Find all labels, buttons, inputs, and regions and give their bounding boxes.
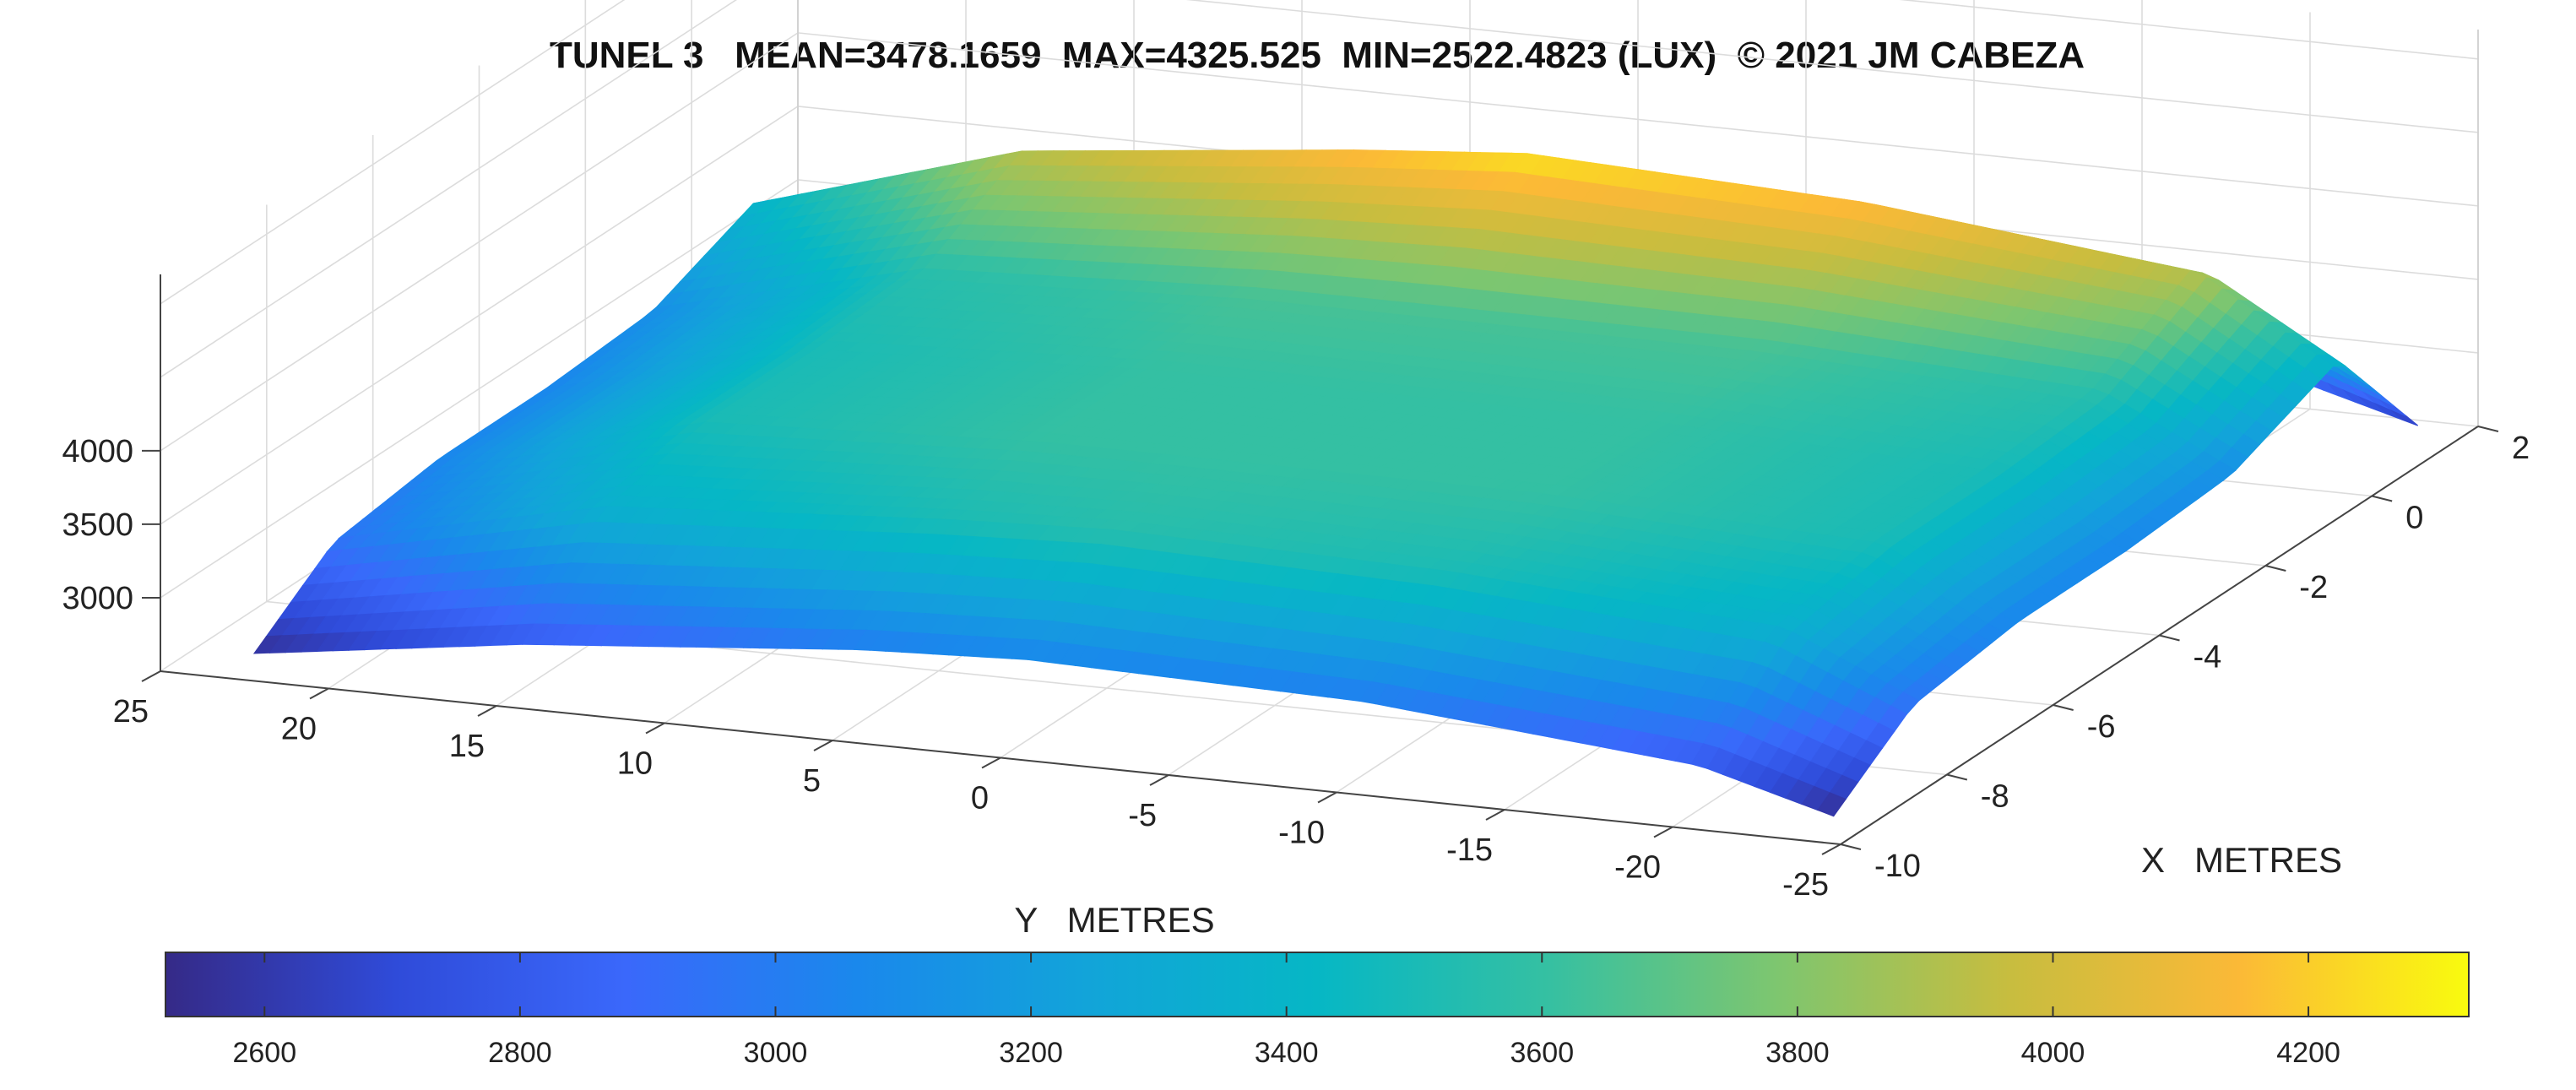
y-tick-mark	[1821, 843, 1841, 855]
y-tick-mark	[1485, 809, 1505, 821]
x-tick-mark	[2265, 565, 2286, 572]
y-tick-label: 20	[281, 712, 317, 747]
x-tick-mark	[1840, 843, 1862, 850]
y-tick-label: 10	[617, 746, 653, 782]
x-tick-mark	[2371, 495, 2393, 502]
colorbar-tick-label: 3800	[1765, 1037, 1830, 1069]
y-tick-label: -15	[1446, 832, 1493, 868]
x-tick-label: 0	[2405, 501, 2423, 536]
x-tick-mark	[2159, 634, 2180, 642]
y-tick-label: 15	[449, 729, 485, 764]
x-tick-mark	[2477, 426, 2499, 432]
x-tick-label: -6	[2087, 709, 2116, 745]
z-tick-label: 4000	[62, 434, 133, 469]
y-tick-mark	[1149, 774, 1169, 786]
colorbar-tick-label: 3400	[1255, 1037, 1319, 1069]
z-tick-label: 3500	[62, 507, 133, 543]
colorbar	[165, 952, 2470, 1017]
x-axis-label: X METRES	[2141, 840, 2342, 880]
y-tick-label: 5	[803, 763, 821, 799]
colorbar-tick-label: 4000	[2021, 1037, 2085, 1069]
y-tick-mark	[981, 756, 1001, 769]
x-tick-label: -8	[1981, 779, 2009, 815]
colorbar-tick-label: 3200	[999, 1037, 1063, 1069]
x-tick-label: -2	[2299, 570, 2328, 605]
x-tick-mark	[1946, 773, 1968, 781]
y-tick-mark	[813, 740, 833, 751]
colorbar-tick-label: 3600	[1510, 1037, 1574, 1069]
y-tick-label: -10	[1278, 816, 1325, 851]
y-tick-label: 0	[971, 781, 989, 816]
colorbar-tick-label: 4200	[2276, 1037, 2340, 1069]
colorbar-tick-label: 2600	[232, 1037, 296, 1069]
grid-line-z	[160, 0, 2479, 378]
colorbar-tick-label: 2800	[488, 1037, 552, 1069]
y-tick-label: -5	[1128, 798, 1157, 833]
x-tick-mark	[2053, 704, 2074, 711]
surface-plot	[252, 149, 2419, 817]
y-tick-label: -25	[1782, 867, 1829, 903]
y-tick-mark	[1317, 791, 1337, 804]
z-tick-label: 3000	[62, 581, 133, 616]
y-tick-mark	[1653, 826, 1673, 838]
grid-line-z	[160, 0, 2479, 305]
chart-title: TUNEL 3 MEAN=3478.1659 MAX=4325.525 MIN=…	[550, 35, 2085, 76]
x-tick-label: 2	[2512, 431, 2530, 466]
y-tick-mark	[309, 687, 329, 700]
y-tick-mark	[141, 670, 161, 682]
y-tick-label: 25	[113, 694, 149, 729]
y-tick-mark	[645, 722, 665, 735]
colorbar-tick-label: 3000	[744, 1037, 808, 1069]
y-tick-label: -20	[1614, 850, 1661, 886]
x-tick-label: -10	[1874, 849, 1921, 884]
x-tick-label: -4	[2194, 640, 2222, 675]
y-tick-mark	[477, 705, 497, 717]
y-axis-label: Y METRES	[1014, 900, 1214, 940]
